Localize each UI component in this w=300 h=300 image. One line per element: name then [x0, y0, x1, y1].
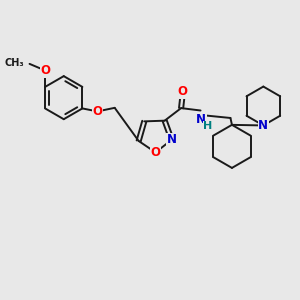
Text: CH₃: CH₃ [4, 58, 24, 68]
Text: O: O [40, 64, 50, 77]
Text: H: H [203, 121, 213, 131]
Text: O: O [151, 146, 160, 159]
Text: N: N [196, 113, 206, 126]
Text: O: O [178, 85, 188, 98]
Text: O: O [92, 105, 102, 118]
Text: N: N [167, 133, 177, 146]
Text: N: N [196, 113, 206, 126]
Text: N: N [258, 119, 268, 132]
